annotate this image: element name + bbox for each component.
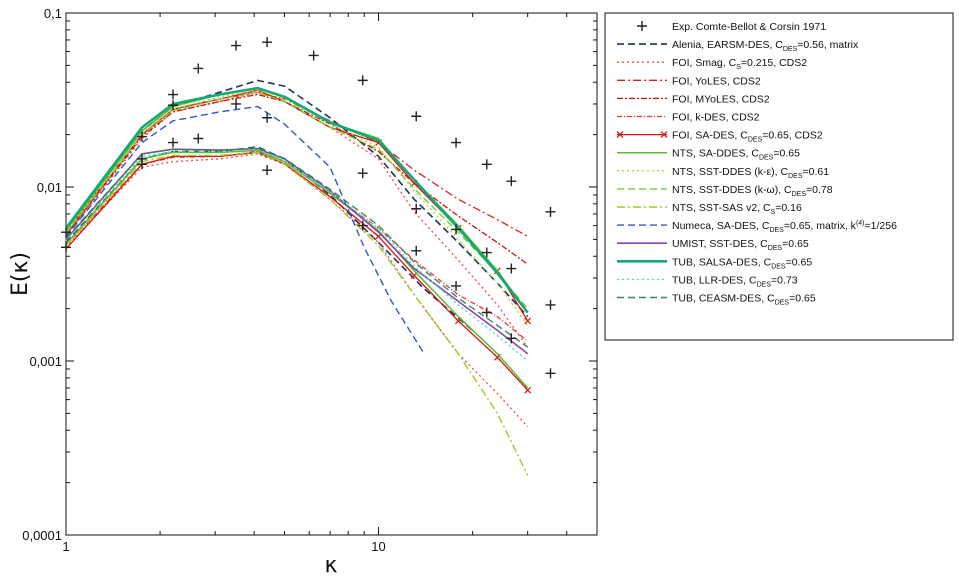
series-marker bbox=[524, 386, 532, 394]
x-tick-label: 1 bbox=[62, 539, 69, 554]
series-line-1-1 bbox=[66, 153, 529, 428]
experiment-point bbox=[481, 159, 492, 170]
experiment-point bbox=[545, 206, 556, 217]
legend-label: UMIST, SST-DES, CDES=0.65 bbox=[672, 238, 809, 252]
legend-entry-1: Alenia, EARSM-DES, CDES=0.56, matrix bbox=[617, 39, 859, 53]
experiment-point bbox=[357, 168, 368, 179]
experiment-point bbox=[193, 63, 204, 74]
legend-label: Alenia, EARSM-DES, CDES=0.56, matrix bbox=[672, 39, 859, 53]
experiment-point bbox=[168, 137, 179, 148]
series-marker bbox=[524, 317, 532, 325]
legend-label: TUB, LLR-DES, CDES=0.73 bbox=[672, 274, 798, 288]
experiment-point bbox=[136, 131, 147, 142]
legend-label: NTS, SA-DDES, CDES=0.65 bbox=[672, 148, 800, 162]
experiment-point bbox=[61, 227, 71, 238]
series-line-11-0 bbox=[66, 147, 529, 355]
x-tick-label: 10 bbox=[371, 539, 385, 554]
legend-entry-3: FOI, YoLES, CDS2 bbox=[617, 75, 761, 87]
series-layer bbox=[66, 79, 532, 476]
legend: Exp. Comte-Bellot & Corsin 1971 Alenia, E… bbox=[616, 21, 897, 307]
series-line-10-0 bbox=[66, 105, 425, 355]
legend-entry-5: FOI, k-DES, CDS2 bbox=[617, 112, 760, 124]
legend-label: FOI, Smag, CS=0.215, CDS2 bbox=[672, 57, 807, 71]
legend-entry-6: FOI, SA-DES, CDES=0.65, CDS2 bbox=[616, 130, 823, 144]
series-line-9-0 bbox=[66, 151, 529, 476]
experiment-point bbox=[506, 333, 517, 344]
legend-label: FOI, MYoLES, CDS2 bbox=[672, 93, 770, 105]
experiment-point bbox=[168, 89, 179, 100]
experiment-point bbox=[308, 50, 319, 61]
experiment-point bbox=[481, 307, 492, 318]
experiment-markers bbox=[61, 37, 556, 379]
plot-area bbox=[65, 12, 598, 536]
experiment-point bbox=[231, 98, 242, 109]
y-tick-label: 0,001 bbox=[29, 354, 62, 369]
series-line-2-0 bbox=[66, 91, 529, 237]
axis-ticks: 1 10 0,1 0,01 0,001 0,0001 bbox=[22, 6, 598, 554]
legend-label: TUB, SALSA-DES, CDES=0.65 bbox=[672, 256, 812, 270]
experiment-point bbox=[262, 165, 273, 176]
experiment-point bbox=[411, 203, 422, 214]
legend-label: TUB, CEASM-DES, CDES=0.65 bbox=[672, 293, 816, 307]
legend-swatch bbox=[637, 21, 647, 31]
x-axis-label: κ bbox=[325, 553, 338, 578]
legend-entry-11: Numeca, SA-DES, CDES=0.65, matrix, k(4)=… bbox=[617, 220, 897, 234]
legend-label: FOI, k-DES, CDS2 bbox=[672, 112, 760, 124]
legend-label: Numeca, SA-DES, CDES=0.65, matrix, k(4)=… bbox=[672, 220, 897, 234]
y-tick-label: 0,1 bbox=[44, 6, 62, 21]
legend-entry-10: NTS, SST-SAS v2, CS=0.16 bbox=[617, 202, 802, 216]
series-line-12-0 bbox=[66, 86, 529, 314]
legend-label: FOI, YoLES, CDS2 bbox=[672, 75, 761, 87]
legend-label: NTS, SST-SAS v2, CS=0.16 bbox=[672, 202, 802, 216]
y-axis-label: E(κ) bbox=[8, 252, 33, 296]
legend-label: FOI, SA-DES, CDES=0.65, CDS2 bbox=[672, 130, 823, 144]
experiment-point bbox=[61, 242, 71, 253]
series-line-7-0 bbox=[66, 89, 529, 326]
experiment-point bbox=[231, 40, 242, 51]
y-tick-label: 0,0001 bbox=[22, 528, 62, 543]
legend-entry-2: FOI, Smag, CS=0.215, CDS2 bbox=[617, 57, 807, 71]
legend-label: Exp. Comte-Bellot & Corsin 1971 bbox=[672, 21, 826, 33]
experiment-point bbox=[193, 133, 204, 144]
experiment-point bbox=[262, 112, 273, 123]
experiment-point bbox=[357, 220, 368, 231]
legend-marker bbox=[616, 131, 624, 139]
experiment-point bbox=[451, 224, 462, 235]
experiment-point bbox=[411, 245, 422, 256]
experiment-point bbox=[411, 111, 422, 122]
experiment-point bbox=[451, 280, 462, 291]
experiment-point bbox=[168, 100, 179, 111]
series-line-13-0 bbox=[66, 148, 529, 362]
legend-marker bbox=[660, 131, 668, 139]
y-tick-label: 0,01 bbox=[37, 180, 62, 195]
experiment-point bbox=[136, 159, 147, 170]
experiment-point bbox=[481, 247, 492, 258]
experiment-point bbox=[545, 368, 556, 379]
experiment-point bbox=[506, 263, 517, 274]
experiment-point bbox=[262, 37, 273, 48]
legend-entry-0: Exp. Comte-Bellot & Corsin 1971 bbox=[637, 21, 826, 33]
legend-box bbox=[604, 12, 954, 341]
legend-label: NTS, SST-DDES (k-ε), CDES=0.61 bbox=[672, 166, 829, 180]
experiment-point bbox=[357, 75, 368, 86]
series-line-14-0 bbox=[66, 147, 529, 348]
legend-entry-4: FOI, MYoLES, CDS2 bbox=[617, 93, 770, 105]
legend-label: NTS, SST-DDES (k-ω), CDES=0.78 bbox=[672, 184, 833, 198]
series-line-5-1 bbox=[66, 151, 529, 391]
series-line-3-0 bbox=[66, 93, 529, 265]
series-line-6-1 bbox=[66, 149, 529, 389]
experiment-point bbox=[545, 299, 556, 310]
experiment-point bbox=[506, 176, 517, 187]
series-line-8-0 bbox=[66, 91, 529, 310]
experiment-point bbox=[451, 137, 462, 148]
